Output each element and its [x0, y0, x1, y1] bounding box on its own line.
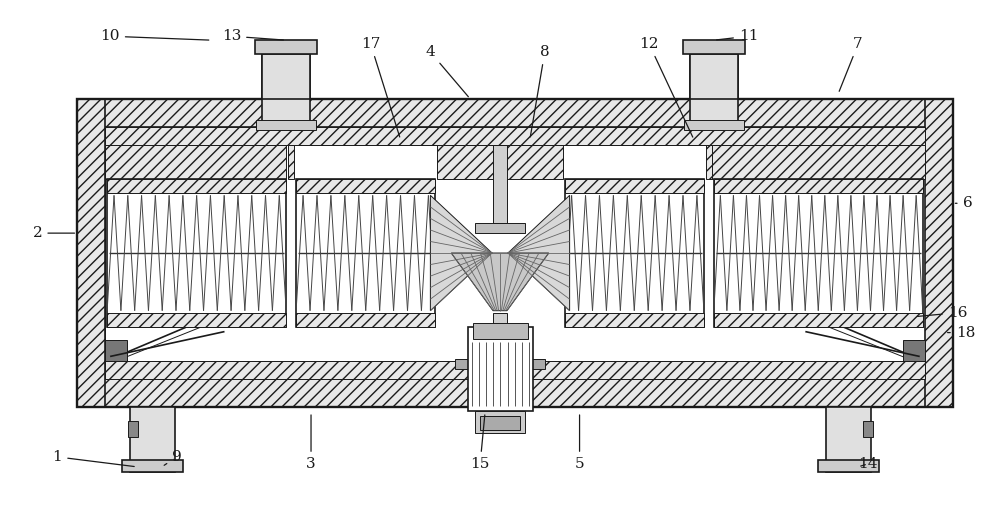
Bar — [130, 407, 175, 472]
Bar — [105, 340, 127, 362]
Polygon shape — [451, 253, 549, 311]
Text: 13: 13 — [222, 29, 283, 43]
Bar — [493, 145, 507, 223]
Bar — [107, 180, 286, 193]
Bar — [475, 223, 525, 233]
Bar — [107, 180, 286, 327]
Text: 17: 17 — [361, 37, 400, 137]
Polygon shape — [508, 195, 570, 311]
Bar — [262, 54, 310, 99]
Polygon shape — [437, 145, 563, 180]
Bar — [77, 99, 953, 127]
Bar — [480, 416, 520, 430]
Polygon shape — [706, 145, 712, 180]
Text: 15: 15 — [470, 415, 490, 471]
Bar — [105, 362, 925, 379]
Bar — [455, 360, 545, 369]
Bar — [565, 180, 704, 327]
Bar — [714, 180, 923, 193]
Bar — [714, 180, 923, 327]
Bar — [262, 54, 310, 127]
Text: 16: 16 — [918, 306, 967, 320]
Bar — [77, 99, 105, 407]
Text: 4: 4 — [426, 45, 468, 97]
Text: 10: 10 — [100, 29, 209, 43]
Bar — [468, 327, 533, 411]
Bar — [473, 323, 528, 339]
Bar — [105, 127, 925, 145]
Text: 3: 3 — [306, 415, 316, 471]
Bar — [107, 313, 286, 327]
Bar — [565, 180, 704, 193]
Text: 9: 9 — [164, 450, 182, 465]
Text: 11: 11 — [717, 29, 758, 43]
Bar — [863, 421, 873, 437]
Bar — [128, 421, 138, 437]
Bar — [105, 145, 925, 362]
Bar — [690, 54, 738, 99]
Bar — [296, 180, 435, 327]
Bar — [565, 313, 704, 327]
Text: 12: 12 — [639, 37, 693, 137]
Bar — [903, 340, 925, 362]
Bar — [296, 313, 435, 327]
Polygon shape — [430, 195, 492, 311]
Bar — [255, 40, 317, 54]
Polygon shape — [712, 145, 925, 180]
Bar — [77, 379, 953, 407]
Bar — [826, 407, 871, 472]
Text: 5: 5 — [575, 415, 584, 471]
Text: 7: 7 — [839, 37, 863, 91]
Text: 8: 8 — [530, 45, 550, 137]
Bar — [493, 313, 507, 331]
Text: 6: 6 — [955, 196, 972, 210]
Bar — [684, 120, 744, 130]
Bar — [122, 460, 183, 472]
Bar — [77, 99, 953, 407]
Bar — [683, 40, 745, 54]
Bar — [690, 54, 738, 127]
Text: 14: 14 — [858, 457, 878, 471]
Bar — [714, 313, 923, 327]
Bar — [818, 460, 879, 472]
Bar — [925, 99, 953, 407]
Polygon shape — [288, 145, 294, 180]
Bar — [296, 180, 435, 193]
Bar — [256, 120, 316, 130]
Text: 2: 2 — [33, 226, 75, 240]
Text: 18: 18 — [948, 326, 975, 340]
Polygon shape — [105, 145, 286, 180]
Text: 1: 1 — [53, 450, 134, 466]
Bar — [475, 411, 525, 433]
